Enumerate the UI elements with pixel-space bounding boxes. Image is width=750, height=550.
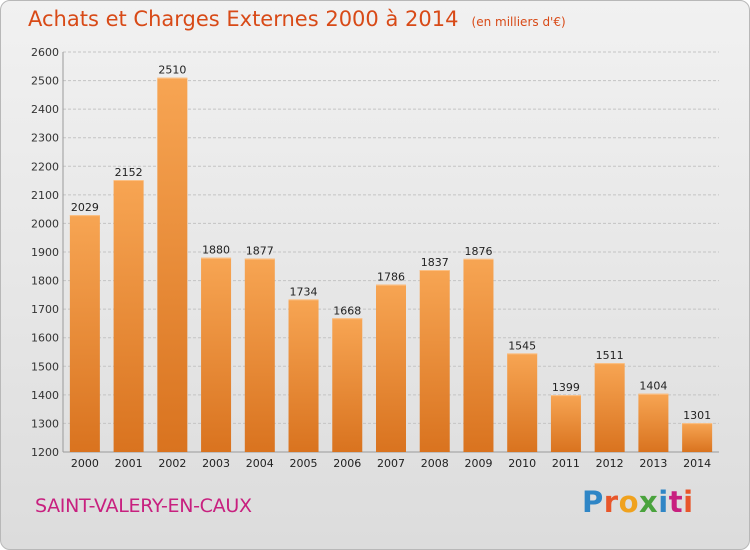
- data-label-2012: 1511: [596, 349, 624, 362]
- y-tick-label: 2500: [31, 75, 59, 88]
- y-tick-label: 2100: [31, 189, 59, 202]
- x-tick-label: 2000: [71, 457, 99, 470]
- x-axis-ticks: 2000 2001 2002 2003 2004 2005 2006 2007 2008 2009…: [71, 457, 711, 470]
- logo-letter: r: [603, 485, 619, 519]
- data-label-2006: 1668: [333, 304, 361, 317]
- chart-title-unit: (en milliers d'€): [471, 15, 566, 29]
- y-tick-label: 2000: [31, 217, 59, 230]
- x-tick-label: 2009: [464, 457, 492, 470]
- x-tick-label: 2003: [202, 457, 230, 470]
- bar-2003: [201, 257, 232, 452]
- y-tick-label: 2300: [31, 132, 59, 145]
- x-tick-label: 2001: [115, 457, 143, 470]
- y-tick-label: 1300: [31, 417, 59, 430]
- y-tick-label: 1500: [31, 360, 59, 373]
- logo-letter: i: [658, 485, 669, 519]
- x-tick-label: 2005: [290, 457, 318, 470]
- y-axis-ticks: 1200 1300 1400 1500 1600 1700 1800 1900 2000 2100…: [31, 46, 59, 459]
- logo-letter: o: [618, 485, 640, 519]
- y-tick-label: 1200: [31, 446, 59, 459]
- proxiti-logo: Proxiti: [582, 485, 694, 519]
- commune-name: SAINT-VALERY-EN-CAUX: [35, 495, 252, 517]
- y-tick-label: 1800: [31, 275, 59, 288]
- bar-2009: [463, 258, 494, 452]
- logo-letter: x: [639, 485, 659, 519]
- bar-2006: [332, 318, 363, 452]
- logo-letter: P: [582, 485, 604, 519]
- y-tick-label: 2600: [31, 46, 59, 59]
- y-tick-label: 1600: [31, 332, 59, 345]
- x-tick-label: 2010: [508, 457, 536, 470]
- x-tick-label: 2004: [246, 457, 274, 470]
- data-label-2003: 1880: [202, 244, 230, 257]
- x-tick-label: 2002: [158, 457, 186, 470]
- x-tick-label: 2011: [552, 457, 580, 470]
- x-tick-label: 2006: [333, 457, 361, 470]
- data-label-2014: 1301: [683, 409, 711, 422]
- bar-2000: [69, 215, 100, 452]
- bar-2001: [113, 180, 144, 452]
- bar-2008: [419, 270, 450, 452]
- data-label-2010: 1545: [508, 339, 536, 352]
- x-tick-label: 2012: [596, 457, 624, 470]
- bar-2012: [594, 363, 625, 452]
- data-labels: 2029 2152 2510 1880 1877 1734 1668 1786 1837 1876…: [71, 64, 711, 422]
- data-label-2008: 1837: [421, 256, 449, 269]
- x-tick-label: 2013: [639, 457, 667, 470]
- data-label-2001: 2152: [115, 166, 143, 179]
- bar-2002: [157, 77, 188, 452]
- x-tick-label: 2007: [377, 457, 405, 470]
- y-tick-label: 1900: [31, 246, 59, 259]
- bar-2010: [507, 353, 538, 452]
- logo-letter: t: [668, 485, 684, 519]
- bar-2014: [682, 423, 713, 452]
- data-label-2000: 2029: [71, 201, 99, 214]
- y-tick-label: 2400: [31, 103, 59, 116]
- y-tick-label: 1400: [31, 389, 59, 402]
- data-label-2009: 1876: [464, 245, 492, 258]
- bar-2005: [288, 299, 319, 452]
- bar-2011: [550, 395, 581, 452]
- data-label-2007: 1786: [377, 271, 405, 284]
- y-tick-label: 2200: [31, 160, 59, 173]
- data-label-2004: 1877: [246, 245, 274, 258]
- data-label-2002: 2510: [158, 64, 186, 77]
- data-label-2013: 1404: [639, 380, 667, 393]
- x-tick-label: 2008: [421, 457, 449, 470]
- x-tick-label: 2014: [683, 457, 711, 470]
- bars: [69, 77, 713, 452]
- data-label-2005: 1734: [290, 285, 318, 298]
- data-label-2011: 1399: [552, 381, 580, 394]
- chart-title: Achats et Charges Externes 2000 à 2014 (…: [28, 7, 566, 31]
- chart-title-main: Achats et Charges Externes 2000 à 2014: [28, 7, 459, 31]
- y-tick-label: 1700: [31, 303, 59, 316]
- bar-2007: [376, 284, 406, 452]
- bar-2013: [638, 393, 669, 452]
- logo-letter: i: [683, 485, 694, 519]
- bar-2004: [244, 258, 275, 452]
